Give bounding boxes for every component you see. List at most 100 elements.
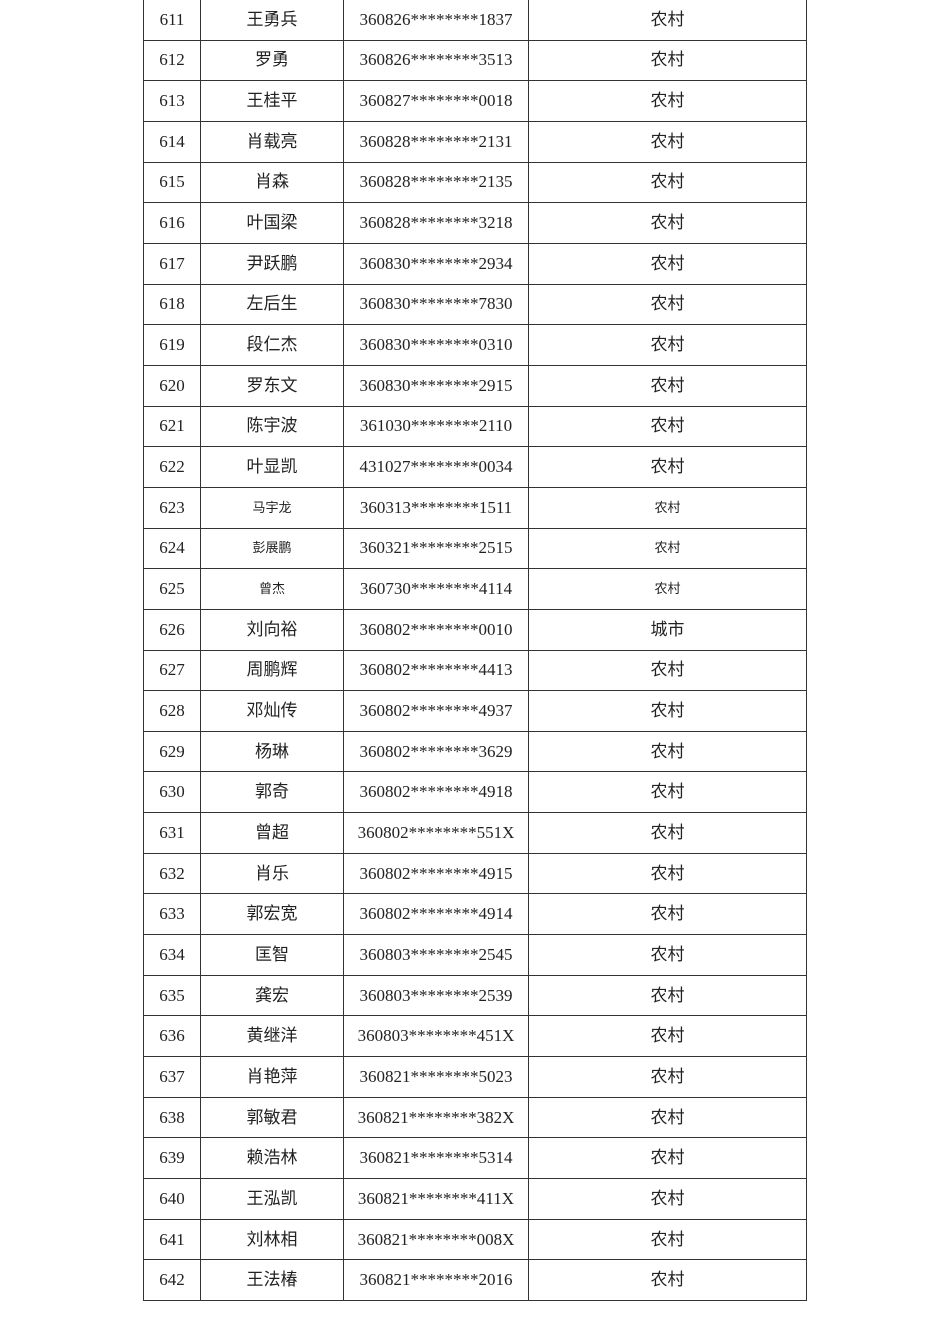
- table-row: 611 王勇兵 360826********1837 农村: [143, 0, 807, 41]
- row-number-cell: 620: [143, 364, 201, 407]
- row-number-cell: 621: [143, 405, 201, 448]
- table-row: 612 罗勇 360826********3513 农村: [143, 39, 807, 82]
- household-type-cell: 农村: [528, 812, 807, 854]
- table-row: 632 肖乐 360802********4915 农村: [143, 852, 807, 895]
- person-name-cell: 肖艳萍: [200, 1056, 344, 1098]
- id-number-cell: 360828********2131: [343, 120, 529, 163]
- id-number-cell: 431027********0034: [343, 446, 529, 488]
- row-number-cell: 631: [143, 812, 201, 854]
- table-row: 633 郭宏宽 360802********4914 农村: [143, 893, 807, 936]
- table-row: 625 曾杰 360730********4114 农村: [143, 568, 807, 610]
- household-type-cell: 农村: [528, 730, 807, 773]
- person-name-cell: 叶显凯: [200, 446, 344, 488]
- id-number-cell: 360821********008X: [343, 1218, 529, 1261]
- id-number-cell: 360821********5023: [343, 1056, 529, 1098]
- row-number-cell: 633: [143, 893, 201, 936]
- person-name-cell: 肖载亮: [200, 120, 344, 163]
- row-number-cell: 628: [143, 690, 201, 732]
- person-name-cell: 王勇兵: [200, 0, 344, 41]
- person-name-cell: 左后生: [200, 283, 344, 326]
- household-type-cell: 农村: [528, 0, 807, 41]
- table-row: 637 肖艳萍 360821********5023 农村: [143, 1056, 807, 1098]
- id-number-cell: 360321********2515: [343, 527, 529, 570]
- person-name-cell: 曾杰: [200, 568, 344, 610]
- row-number-cell: 640: [143, 1178, 201, 1220]
- id-number-cell: 360830********7830: [343, 283, 529, 326]
- person-name-cell: 刘林相: [200, 1218, 344, 1261]
- row-number-cell: 632: [143, 852, 201, 895]
- person-name-cell: 邓灿传: [200, 690, 344, 732]
- person-name-cell: 肖森: [200, 161, 344, 204]
- household-type-cell: 农村: [528, 1096, 807, 1139]
- id-number-cell: 360730********4114: [343, 568, 529, 610]
- row-number-cell: 629: [143, 730, 201, 773]
- id-number-cell: 360802********3629: [343, 730, 529, 773]
- household-type-cell: 农村: [528, 39, 807, 82]
- table-row: 642 王法椿 360821********2016 农村: [143, 1259, 807, 1301]
- table-row: 639 赖浩林 360821********5314 农村: [143, 1137, 807, 1180]
- household-type-cell: 农村: [528, 1178, 807, 1220]
- row-number-cell: 637: [143, 1056, 201, 1098]
- row-number-cell: 638: [143, 1096, 201, 1139]
- row-number-cell: 641: [143, 1218, 201, 1261]
- household-type-cell: 城市: [528, 608, 807, 651]
- row-number-cell: 634: [143, 934, 201, 976]
- id-number-cell: 360802********0010: [343, 608, 529, 651]
- person-name-cell: 叶国梁: [200, 202, 344, 244]
- id-number-cell: 361030********2110: [343, 405, 529, 448]
- person-name-cell: 龚宏: [200, 974, 344, 1017]
- id-number-cell: 360821********382X: [343, 1096, 529, 1139]
- row-number-cell: 612: [143, 39, 201, 82]
- person-name-cell: 刘向裕: [200, 608, 344, 651]
- row-number-cell: 619: [143, 324, 201, 366]
- id-number-cell: 360830********2915: [343, 364, 529, 407]
- row-number-cell: 614: [143, 120, 201, 163]
- table-row: 631 曾超 360802********551X 农村: [143, 812, 807, 854]
- id-number-cell: 360830********2934: [343, 242, 529, 285]
- table-row: 618 左后生 360830********7830 农村: [143, 283, 807, 326]
- household-type-cell: 农村: [528, 1056, 807, 1098]
- household-type-cell: 农村: [528, 405, 807, 448]
- person-name-cell: 王泓凯: [200, 1178, 344, 1220]
- household-type-cell: 农村: [528, 1015, 807, 1058]
- row-number-cell: 622: [143, 446, 201, 488]
- household-type-cell: 农村: [528, 649, 807, 692]
- person-name-cell: 陈宇波: [200, 405, 344, 448]
- table-row: 615 肖森 360828********2135 农村: [143, 161, 807, 204]
- household-type-cell: 农村: [528, 934, 807, 976]
- person-name-cell: 段仁杰: [200, 324, 344, 366]
- table-row: 624 彭展鹏 360321********2515 农村: [143, 527, 807, 570]
- table-row: 628 邓灿传 360802********4937 农村: [143, 690, 807, 732]
- household-type-cell: 农村: [528, 568, 807, 610]
- household-type-cell: 农村: [528, 690, 807, 732]
- person-name-cell: 肖乐: [200, 852, 344, 895]
- table-row: 636 黄继洋 360803********451X 农村: [143, 1015, 807, 1058]
- id-number-cell: 360802********551X: [343, 812, 529, 854]
- person-name-cell: 匡智: [200, 934, 344, 976]
- id-number-cell: 360803********451X: [343, 1015, 529, 1058]
- table-row: 638 郭敏君 360821********382X 农村: [143, 1096, 807, 1139]
- row-number-cell: 636: [143, 1015, 201, 1058]
- id-number-cell: 360826********3513: [343, 39, 529, 82]
- household-type-cell: 农村: [528, 242, 807, 285]
- id-number-cell: 360821********5314: [343, 1137, 529, 1180]
- person-name-cell: 王桂平: [200, 80, 344, 122]
- id-number-cell: 360802********4914: [343, 893, 529, 936]
- person-name-cell: 马宇龙: [200, 486, 344, 529]
- id-number-cell: 360821********411X: [343, 1178, 529, 1220]
- table-row: 617 尹跃鹏 360830********2934 农村: [143, 242, 807, 285]
- household-type-cell: 农村: [528, 486, 807, 529]
- row-number-cell: 630: [143, 771, 201, 814]
- person-name-cell: 罗东文: [200, 364, 344, 407]
- household-type-cell: 农村: [528, 283, 807, 326]
- id-number-cell: 360802********4937: [343, 690, 529, 732]
- table-row: 621 陈宇波 361030********2110 农村: [143, 405, 807, 448]
- id-number-cell: 360826********1837: [343, 0, 529, 41]
- person-name-cell: 罗勇: [200, 39, 344, 82]
- row-number-cell: 615: [143, 161, 201, 204]
- table-row: 616 叶国梁 360828********3218 农村: [143, 202, 807, 244]
- row-number-cell: 624: [143, 527, 201, 570]
- id-number-cell: 360802********4915: [343, 852, 529, 895]
- row-number-cell: 623: [143, 486, 201, 529]
- person-name-cell: 尹跃鹏: [200, 242, 344, 285]
